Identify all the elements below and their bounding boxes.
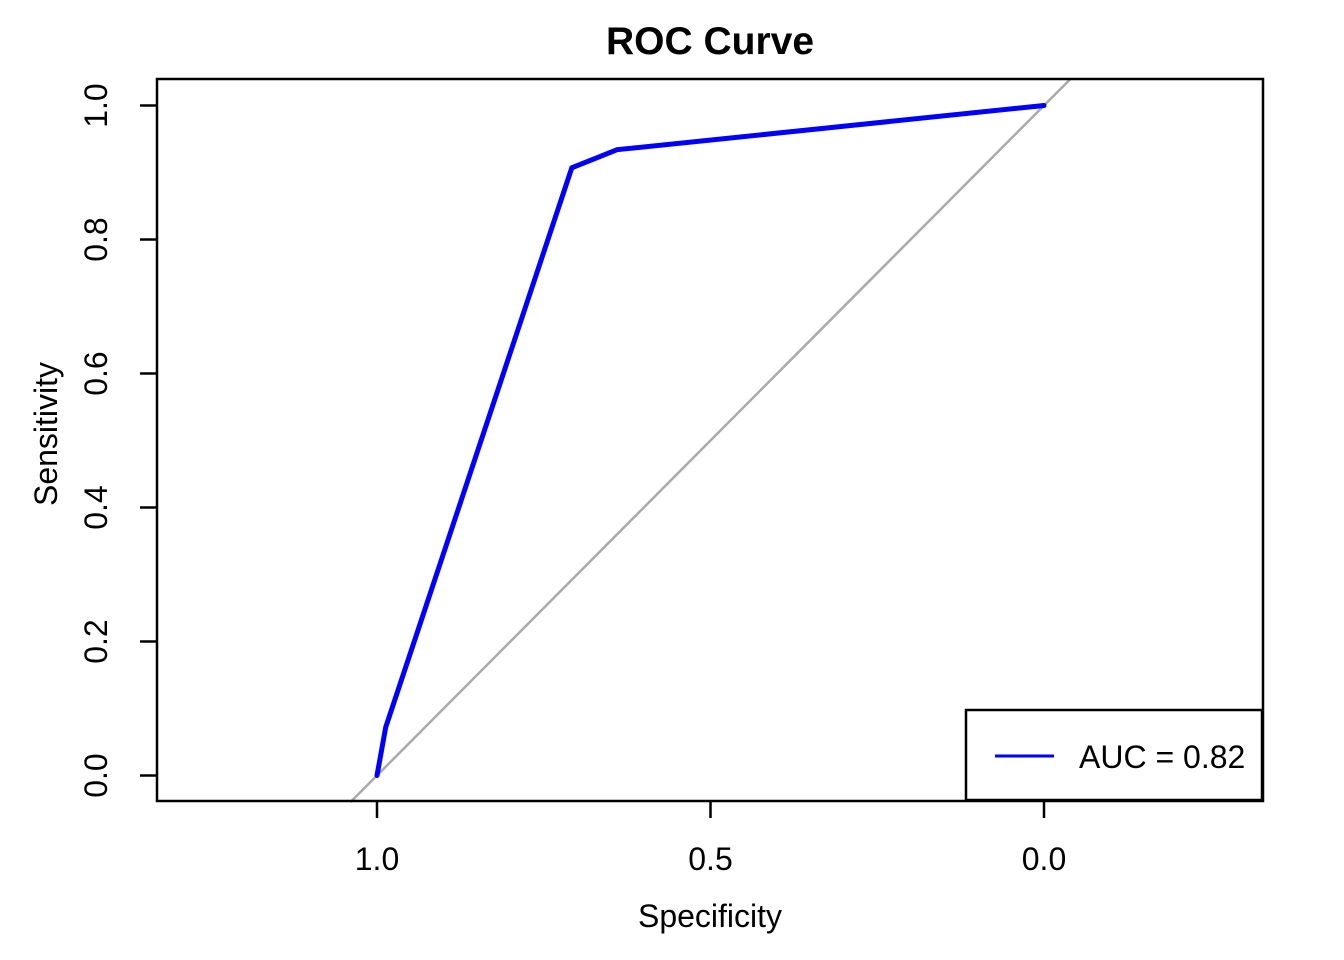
y-tick-label-0-8: 0.8	[78, 217, 114, 261]
y-axis	[140, 104, 157, 777]
roc-curve-line	[374, 103, 1047, 778]
y-tick-label-1-0: 1.0	[78, 83, 114, 127]
x-tick-label-0-0: 0.0	[1022, 841, 1066, 877]
legend-label: AUC = 0.82	[1079, 739, 1245, 775]
y-tick-label-0-2: 0.2	[78, 619, 114, 663]
chance-diagonal-line	[349, 77, 1072, 804]
y-tick-label-0-0: 0.0	[78, 753, 114, 797]
x-tick-label-0-5: 0.5	[688, 841, 732, 877]
legend: AUC = 0.82	[964, 708, 1264, 802]
x-tick-label-1-0: 1.0	[355, 841, 399, 877]
x-axis-label: Specificity	[638, 898, 782, 934]
y-tick-label-0-4: 0.4	[78, 485, 114, 529]
x-axis	[375, 801, 1046, 818]
y-tick-label-0-6: 0.6	[78, 351, 114, 395]
y-axis-label: Sensitivity	[28, 362, 64, 506]
plot-title: ROC Curve	[606, 20, 814, 63]
